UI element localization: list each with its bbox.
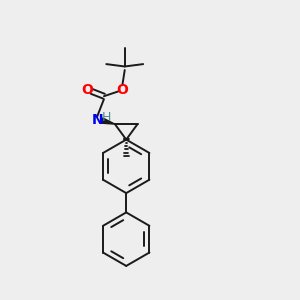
Text: O: O [82,83,94,97]
Polygon shape [101,118,115,124]
Text: N: N [91,113,103,127]
Text: O: O [116,83,128,97]
Text: H: H [102,110,112,124]
